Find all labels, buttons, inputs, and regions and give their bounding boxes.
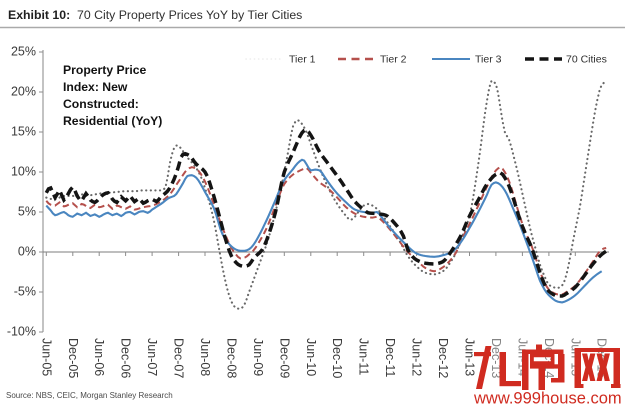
svg-text:Jun-13: Jun-13 — [463, 338, 477, 376]
svg-text:Dec-12: Dec-12 — [436, 338, 450, 378]
svg-text:Index: New: Index: New — [63, 80, 128, 94]
svg-text:70 Cities: 70 Cities — [566, 54, 607, 66]
svg-text:Jun-11: Jun-11 — [357, 338, 371, 375]
svg-text:Jun-08: Jun-08 — [198, 338, 212, 376]
svg-text:Dec-09: Dec-09 — [277, 338, 291, 378]
svg-text:Source: NBS, CEIC, Morgan Stan: Source: NBS, CEIC, Morgan Stanley Resear… — [6, 391, 173, 400]
svg-text:Residential (YoY): Residential (YoY) — [63, 114, 162, 128]
svg-text:Dec-06: Dec-06 — [119, 338, 133, 378]
svg-text:Property Price: Property Price — [63, 63, 147, 77]
svg-text:Dec-11: Dec-11 — [383, 338, 397, 377]
svg-text:Dec-08: Dec-08 — [224, 338, 238, 378]
svg-text:Dec-13: Dec-13 — [489, 338, 503, 378]
svg-text:Tier 1: Tier 1 — [289, 54, 316, 66]
svg-text:Tier 3: Tier 3 — [475, 54, 502, 66]
svg-text:Tier 2: Tier 2 — [380, 54, 407, 66]
svg-text:Dec-10: Dec-10 — [330, 338, 344, 378]
svg-text:Dec-05: Dec-05 — [66, 338, 80, 378]
svg-text:5%: 5% — [18, 205, 36, 219]
svg-text:20%: 20% — [11, 85, 36, 99]
svg-text:Constructed:: Constructed: — [63, 97, 139, 111]
svg-text:15%: 15% — [11, 125, 36, 139]
svg-text:Jun-09: Jun-09 — [251, 338, 265, 376]
svg-text:Exhibit 10: 70 City Property: Exhibit 10: 70 City Property Prices YoY … — [8, 8, 302, 22]
svg-text:25%: 25% — [11, 45, 36, 59]
svg-text:Jun-07: Jun-07 — [145, 338, 159, 376]
svg-text:www.999house.com: www.999house.com — [473, 390, 622, 408]
svg-text:Jun-05: Jun-05 — [39, 338, 53, 376]
svg-text:Jun-10: Jun-10 — [304, 338, 318, 376]
svg-text:Jun-12: Jun-12 — [410, 338, 424, 376]
svg-text:-10%: -10% — [7, 325, 36, 339]
svg-text:Jun-06: Jun-06 — [92, 338, 106, 376]
svg-text:-5%: -5% — [14, 285, 36, 299]
svg-text:0%: 0% — [18, 245, 36, 259]
svg-text:Dec-07: Dec-07 — [172, 338, 186, 378]
svg-text:10%: 10% — [11, 165, 36, 179]
